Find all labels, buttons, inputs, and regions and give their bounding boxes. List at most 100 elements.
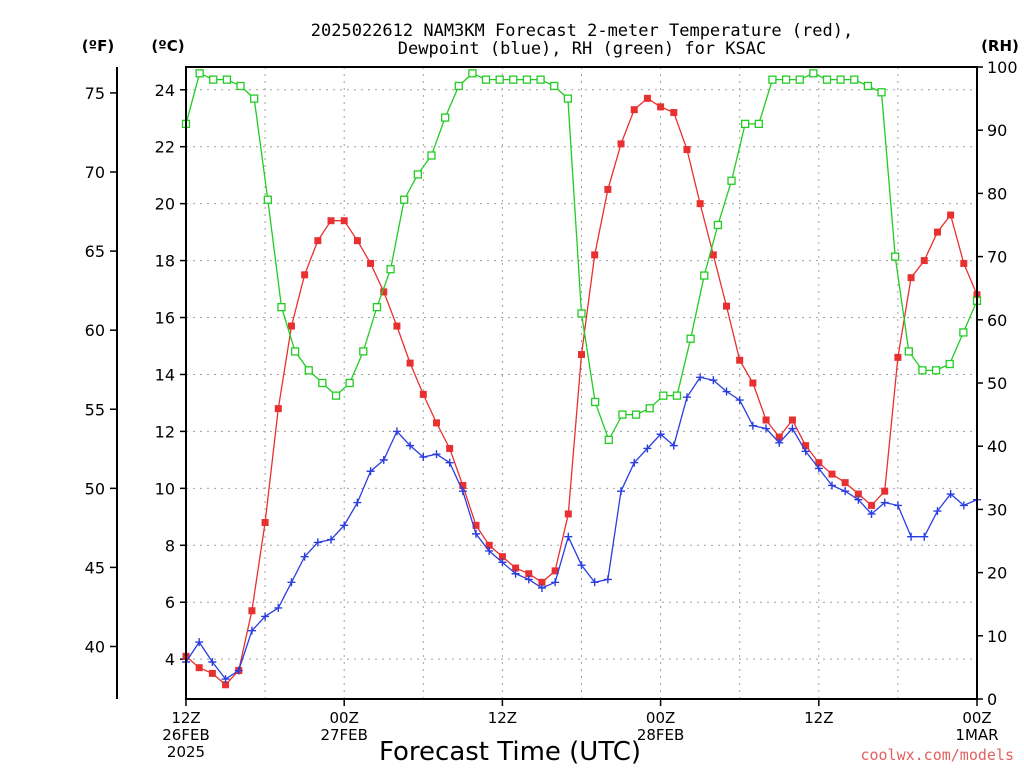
dewpoint-point	[445, 458, 454, 467]
series-layer	[181, 69, 982, 689]
dewpoint-point	[511, 569, 520, 578]
dewpoint-point	[788, 424, 797, 433]
dewpoint-point	[775, 438, 784, 447]
temperature-point	[498, 553, 506, 561]
dewpoint-point	[867, 509, 876, 518]
temperature-point	[775, 433, 783, 441]
temperature-point	[578, 351, 585, 359]
rh-point	[386, 265, 395, 274]
celsius-unit-label: (ºC)	[151, 37, 184, 55]
celsius-tick-label: 10	[155, 479, 175, 498]
rh-point	[427, 151, 436, 160]
temperature-point	[630, 106, 638, 114]
temperature-point	[367, 259, 375, 267]
rh-point	[359, 347, 368, 356]
dewpoint-point	[392, 427, 401, 436]
rh-point	[659, 391, 668, 400]
temperature-point	[274, 405, 282, 413]
series-dewpoint	[182, 373, 981, 684]
dewpoint-point	[893, 501, 902, 510]
temperature-point	[736, 356, 744, 364]
grid-lines	[186, 67, 977, 699]
chart-title-line-2: Dewpoint (blue), RH (green) for KSAC	[398, 39, 766, 59]
fahrenheit-axis: 40 45 50 55 60 65 70 75	[85, 67, 118, 699]
dewpoint-point	[274, 603, 283, 612]
plot-frame	[185, 66, 978, 700]
dewpoint-point	[313, 538, 322, 547]
fahrenheit-tick-label: 65	[85, 242, 105, 261]
rh-point	[400, 195, 409, 204]
rh-point	[563, 94, 573, 103]
temperature-point	[696, 200, 704, 208]
time-tick-label: 00Z	[646, 709, 675, 727]
dewpoint-point	[195, 638, 204, 647]
rh-point	[413, 170, 422, 179]
temperature-point	[828, 470, 836, 478]
rh-tick-label: 50	[987, 374, 1007, 393]
rh-point	[945, 359, 954, 369]
temperature-point	[353, 237, 361, 245]
celsius-tick-label: 12	[155, 422, 175, 441]
rh-point	[509, 75, 518, 84]
dewpoint-point	[551, 578, 560, 587]
time-tick-label: 00Z	[330, 709, 359, 727]
fahrenheit-tick-label: 55	[85, 400, 105, 419]
dewpoint-point	[643, 444, 652, 453]
series-rh	[181, 69, 982, 445]
temperature-point	[538, 578, 546, 586]
temperature-point	[327, 217, 335, 225]
rh-point	[700, 271, 709, 280]
dewpoint-point	[353, 498, 362, 507]
temperature-point	[248, 607, 256, 615]
rh-point	[222, 75, 232, 84]
temperature-point	[709, 251, 717, 259]
temperature-point	[591, 251, 599, 259]
celsius-tick-label: 24	[155, 81, 175, 100]
rh-point	[686, 334, 695, 343]
temperature-point	[446, 444, 454, 452]
rh-tick-label: 0	[987, 690, 997, 709]
celsius-tick-label: 8	[165, 536, 175, 555]
rh-point	[209, 75, 218, 84]
dewpoint-point	[300, 552, 309, 561]
rh-point	[345, 378, 354, 388]
rh-point	[263, 195, 272, 204]
temperature-point	[419, 390, 427, 398]
dewpoint-point	[564, 532, 573, 541]
rh-tick-label: 90	[987, 121, 1007, 140]
temperature-point	[643, 94, 651, 102]
rh-point	[304, 366, 313, 375]
temperature-point	[261, 518, 269, 526]
temperature-point	[617, 140, 625, 148]
dewpoint-point	[537, 583, 546, 592]
dewpoint-point	[221, 675, 230, 684]
temperature-point	[670, 109, 678, 117]
temperature-point	[380, 288, 388, 296]
time-tick-label: 1MAR	[955, 726, 998, 744]
temperature-point	[222, 681, 230, 689]
rh-axis: 0 10 20 30 40 50 60 70 80 90 100	[977, 58, 1018, 709]
rh-point	[672, 391, 682, 400]
temperature-point	[881, 487, 889, 495]
temperature-point	[485, 541, 493, 549]
rh-point	[781, 75, 791, 84]
dewpoint-point	[762, 424, 771, 433]
dewpoint-point	[748, 421, 757, 430]
series-temperature	[182, 94, 981, 689]
dewpoint-point	[432, 450, 441, 459]
rh-point	[904, 347, 913, 356]
fahrenheit-tick-label: 75	[85, 84, 105, 103]
rh-point	[754, 119, 763, 129]
dewpoint-point	[841, 487, 850, 496]
rh-point	[822, 75, 832, 84]
time-tick-label: 28FEB	[637, 726, 684, 744]
rh-point	[454, 81, 463, 91]
rh-point	[290, 347, 300, 356]
dewpoint-point	[696, 373, 705, 382]
rh-point	[468, 69, 477, 78]
dewpoint-point	[827, 481, 836, 490]
rh-point	[550, 81, 559, 91]
dewpoint-point	[366, 467, 375, 476]
dewpoint-point	[946, 490, 955, 499]
temperature-point	[472, 521, 480, 529]
